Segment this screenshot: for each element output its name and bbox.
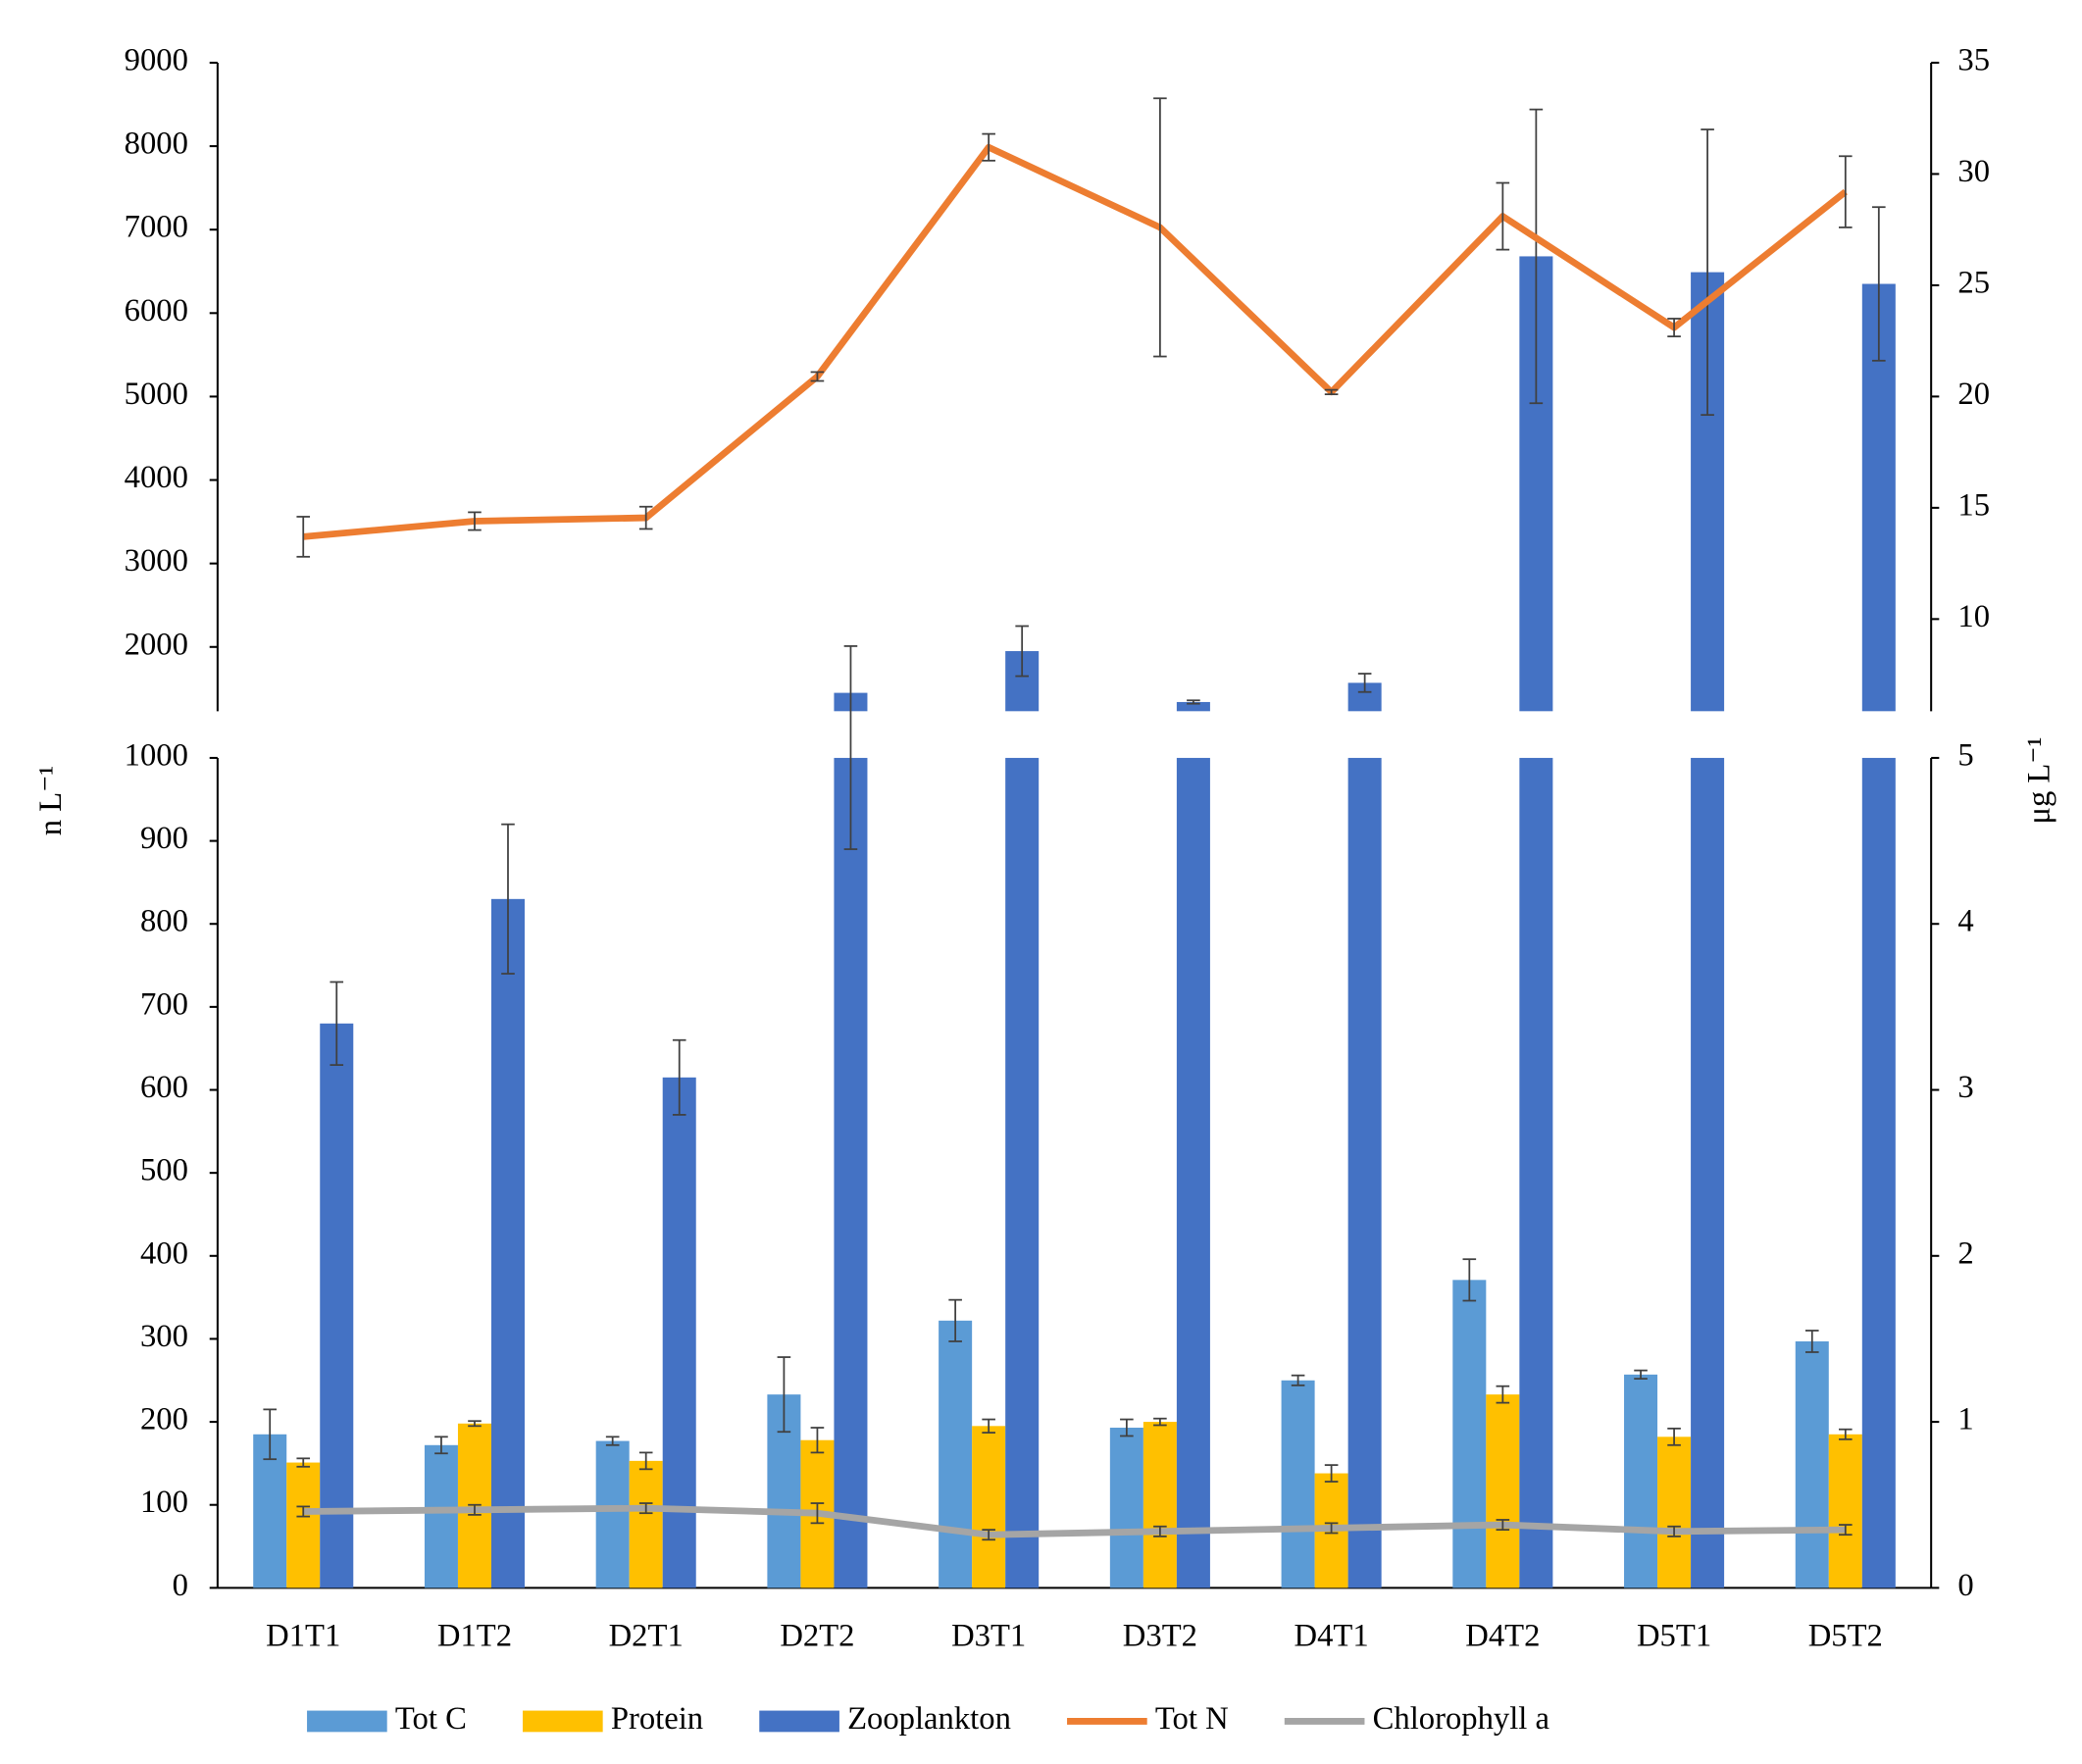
y-tick-label: 3000 xyxy=(125,543,188,579)
bar xyxy=(1691,757,1725,1588)
bar xyxy=(1143,1422,1177,1588)
y2-tick-label: 35 xyxy=(1957,42,1990,77)
bar xyxy=(1657,1436,1692,1588)
line xyxy=(303,1504,1846,1538)
y2-tick-label: 0 xyxy=(1957,1568,1973,1603)
y-tick-label: 200 xyxy=(140,1402,188,1437)
legend-swatch xyxy=(759,1710,839,1733)
y-tick-label: 5000 xyxy=(125,377,188,412)
legend-label: Tot N xyxy=(1155,1701,1229,1737)
legend-label: Tot C xyxy=(395,1701,467,1737)
x-tick-label: D1T2 xyxy=(437,1619,512,1654)
y-tick-label: 6000 xyxy=(125,293,188,328)
bar xyxy=(1176,701,1210,712)
y2-tick-label: 10 xyxy=(1957,599,1990,634)
y2-tick-label: 15 xyxy=(1957,487,1990,523)
y-tick-label: 8000 xyxy=(125,126,188,162)
bar xyxy=(1347,757,1382,1588)
y2-tick-label: 1 xyxy=(1957,1402,1973,1437)
x-tick-label: D5T2 xyxy=(1808,1619,1883,1654)
x-tick-label: D5T1 xyxy=(1637,1619,1711,1654)
bar xyxy=(1281,1380,1315,1588)
bar xyxy=(286,1462,321,1588)
y-tick-label: 1000 xyxy=(125,737,188,773)
y2-tick-label: 25 xyxy=(1957,265,1990,300)
legend-swatch xyxy=(523,1710,603,1733)
y-tick-label: 2000 xyxy=(125,627,188,662)
x-tick-label: D4T1 xyxy=(1295,1619,1369,1654)
bar xyxy=(1176,757,1210,1588)
bar xyxy=(834,757,868,1588)
y2-tick-label: 4 xyxy=(1957,904,1973,939)
y-tick-label: 700 xyxy=(140,986,188,1022)
y-tick-label: 7000 xyxy=(125,210,188,245)
x-tick-label: D3T2 xyxy=(1123,1619,1197,1654)
bar xyxy=(1486,1394,1520,1588)
bar xyxy=(972,1426,1006,1588)
bar xyxy=(1624,1374,1658,1588)
bar xyxy=(1828,1434,1862,1588)
y-tick-label: 300 xyxy=(140,1319,188,1354)
legend-label: Zooplankton xyxy=(847,1701,1011,1737)
y-tick-label: 9000 xyxy=(125,42,188,77)
y2-tick-label: 2 xyxy=(1957,1235,1973,1271)
x-tick-label: D4T2 xyxy=(1465,1619,1540,1654)
bar xyxy=(595,1440,630,1588)
bar xyxy=(1861,757,1896,1588)
x-tick-label: D3T1 xyxy=(951,1619,1026,1654)
bar xyxy=(1109,1428,1143,1588)
y-tick-label: 800 xyxy=(140,904,188,939)
bar xyxy=(629,1460,663,1588)
y-axis-label: n L⁻¹ xyxy=(33,766,69,835)
y2-tick-label: 30 xyxy=(1957,154,1990,189)
legend-swatch xyxy=(307,1710,387,1733)
bar xyxy=(1005,757,1040,1588)
bar xyxy=(1452,1280,1487,1588)
y-tick-label: 900 xyxy=(140,821,188,856)
y2-tick-label: 20 xyxy=(1957,377,1990,412)
y-tick-label: 500 xyxy=(140,1153,188,1188)
x-tick-label: D1T1 xyxy=(266,1619,340,1654)
bar xyxy=(662,1077,696,1588)
legend-label: Chlorophyll a xyxy=(1373,1701,1550,1737)
bar xyxy=(424,1444,458,1588)
bar xyxy=(939,1320,973,1588)
y-tick-label: 4000 xyxy=(125,460,188,495)
y2-axis-label: μg L⁻¹ xyxy=(2022,737,2057,825)
bar xyxy=(1519,757,1553,1588)
y-tick-label: 400 xyxy=(140,1235,188,1271)
y-tick-label: 0 xyxy=(173,1568,188,1603)
bar xyxy=(490,898,525,1588)
legend-label: Protein xyxy=(611,1701,703,1737)
x-tick-label: D2T1 xyxy=(609,1619,684,1654)
x-tick-label: D2T2 xyxy=(780,1619,854,1654)
y2-tick-label: 3 xyxy=(1957,1070,1973,1105)
y-tick-label: 100 xyxy=(140,1485,188,1520)
y2-tick-label: 5 xyxy=(1957,737,1973,773)
bar xyxy=(320,1023,354,1588)
line xyxy=(302,143,1848,540)
y-tick-label: 600 xyxy=(140,1070,188,1105)
bar xyxy=(1795,1340,1829,1588)
